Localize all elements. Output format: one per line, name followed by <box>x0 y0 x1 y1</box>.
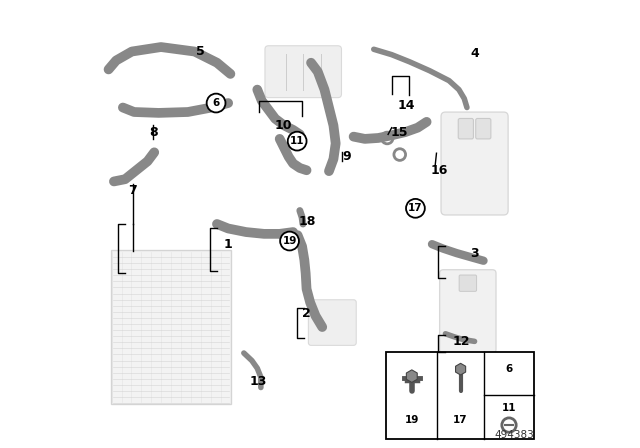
Text: 15: 15 <box>391 125 408 139</box>
Bar <box>387 352 534 439</box>
Text: 17: 17 <box>453 415 468 425</box>
FancyBboxPatch shape <box>265 46 342 98</box>
FancyBboxPatch shape <box>440 270 496 353</box>
Text: 17: 17 <box>408 203 423 213</box>
Circle shape <box>406 199 425 218</box>
Text: 14: 14 <box>397 99 415 112</box>
Text: 2: 2 <box>302 307 311 320</box>
Text: 6: 6 <box>212 98 220 108</box>
Circle shape <box>288 132 307 151</box>
FancyBboxPatch shape <box>476 118 491 139</box>
Text: 16: 16 <box>431 164 448 177</box>
Text: 8: 8 <box>149 125 157 139</box>
Text: 7: 7 <box>129 184 137 197</box>
FancyBboxPatch shape <box>308 300 356 345</box>
Polygon shape <box>406 370 417 383</box>
Text: 19: 19 <box>282 236 297 246</box>
Text: 1: 1 <box>224 237 232 251</box>
Text: 13: 13 <box>250 375 268 388</box>
Text: 10: 10 <box>275 119 292 132</box>
FancyBboxPatch shape <box>441 112 508 215</box>
FancyBboxPatch shape <box>111 250 231 404</box>
Text: 6: 6 <box>506 364 513 374</box>
Text: 494383: 494383 <box>494 430 534 440</box>
Polygon shape <box>456 363 466 375</box>
Text: 18: 18 <box>299 215 316 228</box>
Circle shape <box>280 232 299 250</box>
Text: 12: 12 <box>452 335 470 348</box>
Text: 11: 11 <box>290 136 305 146</box>
Text: 11: 11 <box>502 404 516 414</box>
FancyBboxPatch shape <box>459 275 477 291</box>
Text: 9: 9 <box>342 150 351 164</box>
Text: 19: 19 <box>404 415 419 425</box>
Circle shape <box>207 94 225 112</box>
Text: 5: 5 <box>196 45 204 58</box>
Text: 4: 4 <box>470 47 479 60</box>
Text: 3: 3 <box>470 246 479 260</box>
FancyBboxPatch shape <box>458 118 474 139</box>
